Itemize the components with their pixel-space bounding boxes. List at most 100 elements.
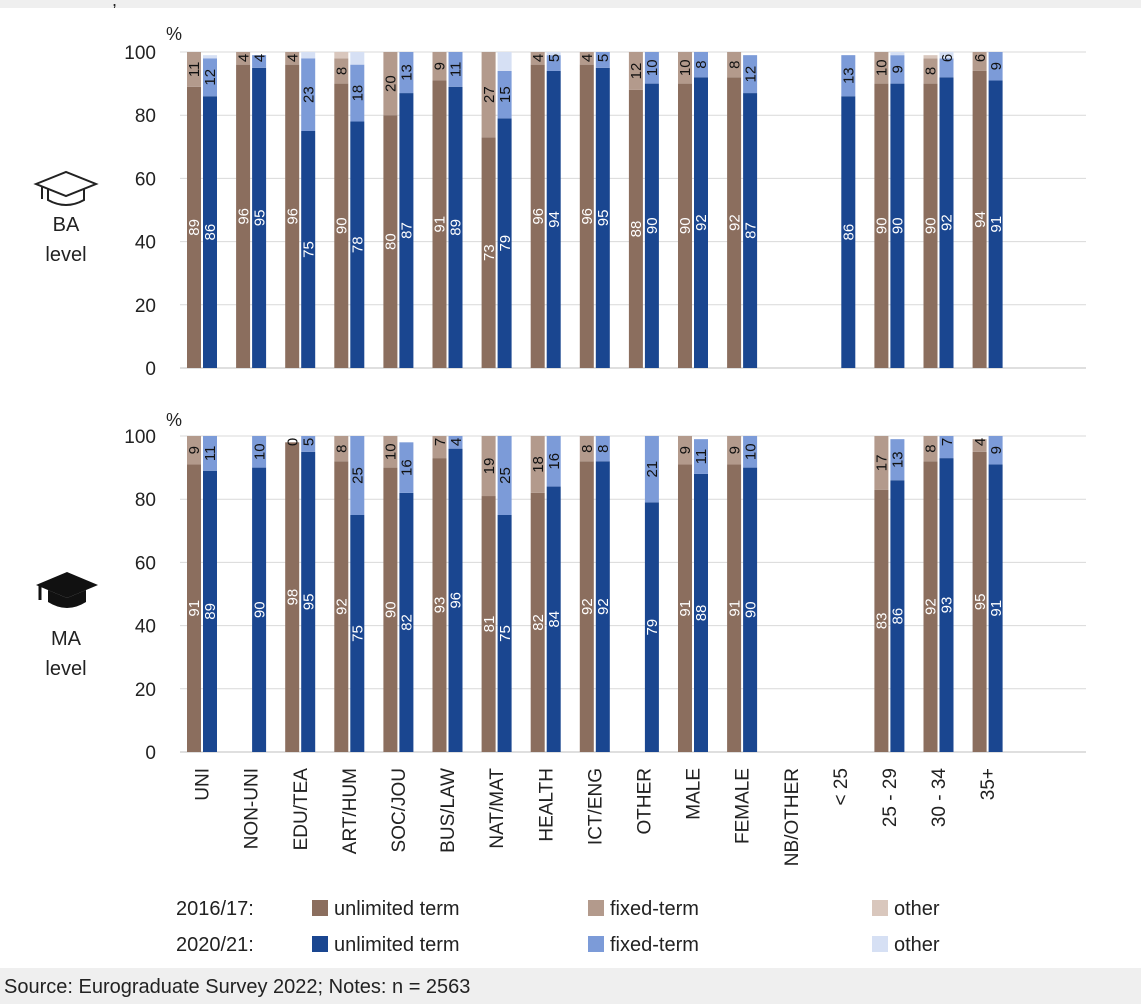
legend-swatch <box>588 900 604 916</box>
bar-y20-unlimited <box>743 467 758 752</box>
data-label: 8 <box>726 60 743 68</box>
bar-y20-fixed <box>252 436 267 468</box>
bar-y20-other <box>350 52 365 65</box>
legend-swatch <box>312 936 328 952</box>
bar-y20-unlimited <box>546 70 561 369</box>
bar-y20-other <box>301 52 316 59</box>
data-label: 16 <box>399 459 416 476</box>
data-label: 87 <box>742 222 759 239</box>
y-tick-label: 0 <box>145 743 156 764</box>
bar-y16-unlimited <box>874 83 889 368</box>
data-label: 9 <box>988 446 1005 454</box>
x-tick-label: 35+ <box>978 768 999 800</box>
x-tick-label: FEMALE <box>733 768 754 844</box>
data-label: 13 <box>399 64 416 81</box>
y-tick-label: 80 <box>135 106 156 127</box>
ma-level-label-line1: MA <box>51 628 82 650</box>
bar-y16-fixed <box>678 52 692 84</box>
ba-unit-label: % <box>166 24 182 44</box>
x-tick-label: < 25 <box>831 768 852 806</box>
data-label: 25 <box>350 467 367 484</box>
bar-y16-unlimited <box>530 492 545 752</box>
bar-y16-unlimited <box>481 137 496 368</box>
data-label: 96 <box>284 208 301 225</box>
data-label: 91 <box>186 600 203 617</box>
data-label: 89 <box>448 219 465 236</box>
data-label: 75 <box>300 241 317 258</box>
bar-y16-fixed <box>432 436 447 459</box>
bar-y16-fixed <box>923 436 938 462</box>
data-label: 90 <box>890 217 907 234</box>
legend-item-label: unlimited term <box>334 934 460 956</box>
data-label: 90 <box>334 217 351 234</box>
bar-y16-fixed <box>678 436 692 465</box>
bar-y16-unlimited <box>383 115 398 368</box>
bar-y16-unlimited <box>187 464 201 752</box>
data-label: 8 <box>595 444 612 452</box>
data-label: 88 <box>628 221 645 238</box>
legend-swatch <box>872 936 888 952</box>
bar-y20-fixed <box>399 442 414 493</box>
data-label: 95 <box>251 210 268 227</box>
data-label: 91 <box>988 216 1005 233</box>
bar-y16-fixed <box>874 52 889 84</box>
data-label: 4 <box>530 54 547 62</box>
data-label: 4 <box>284 54 301 62</box>
bar-y20-unlimited <box>448 448 463 752</box>
bar-y20-fixed <box>988 436 1003 465</box>
data-label: 92 <box>579 598 596 615</box>
graduation-cap-outline-icon <box>33 170 99 206</box>
bar-y16-unlimited <box>972 70 987 369</box>
data-label: 15 <box>497 86 514 103</box>
bar-y16-unlimited <box>727 77 742 368</box>
data-label: 9 <box>890 65 907 73</box>
bar-y16-fixed <box>530 52 545 65</box>
data-label: 82 <box>399 614 416 631</box>
data-label: 18 <box>530 456 547 473</box>
bar-y20-unlimited <box>497 515 512 752</box>
data-label: 98 <box>284 589 301 606</box>
data-label: 84 <box>546 611 563 628</box>
bar-y20-fixed <box>203 58 217 97</box>
data-label: 86 <box>202 224 219 241</box>
data-label: 23 <box>300 86 317 103</box>
bar-y16-fixed <box>432 52 447 81</box>
data-label: 9 <box>726 446 743 454</box>
data-label: 9 <box>677 446 694 454</box>
data-label: 93 <box>939 597 956 614</box>
data-label: 79 <box>497 235 514 252</box>
data-label: 80 <box>383 233 400 250</box>
data-label: 4 <box>972 438 989 446</box>
data-label: 12 <box>628 63 645 80</box>
y-tick-label: 40 <box>135 233 156 254</box>
x-tick-label: EDU/TEA <box>291 768 312 851</box>
bar-y16-unlimited <box>432 80 447 368</box>
bar-y16-fixed <box>972 439 987 452</box>
bar-y20-unlimited <box>252 467 267 752</box>
data-label: 4 <box>579 54 596 62</box>
data-label: 96 <box>579 208 596 225</box>
bar-y20-other <box>497 52 512 71</box>
data-label: 11 <box>448 62 465 78</box>
legend-item-label: unlimited term <box>334 898 460 920</box>
data-label: 5 <box>546 54 563 62</box>
bar-y20-unlimited <box>644 83 659 368</box>
data-label: 92 <box>726 214 743 231</box>
data-label: 10 <box>742 443 759 460</box>
bar-y20-unlimited <box>252 67 267 369</box>
bar-y20-fixed <box>890 439 905 481</box>
bar-y16-unlimited <box>530 64 545 368</box>
bar-y16-fixed <box>285 52 300 65</box>
bar-y16-fixed <box>727 52 742 78</box>
bar-y20-unlimited <box>644 502 659 752</box>
bar-y16-fixed <box>383 52 398 116</box>
bar-y20-unlimited <box>743 93 758 368</box>
data-label: 10 <box>383 443 400 460</box>
bar-y16-unlimited <box>383 467 398 752</box>
legend-row-label: 2016/17: <box>176 898 254 920</box>
bar-y20-unlimited <box>595 67 610 369</box>
data-label: 16 <box>546 453 563 470</box>
bar-y16-fixed <box>481 436 496 497</box>
legend-item-label: fixed-term <box>610 898 699 920</box>
bar-y16-unlimited <box>972 451 987 752</box>
